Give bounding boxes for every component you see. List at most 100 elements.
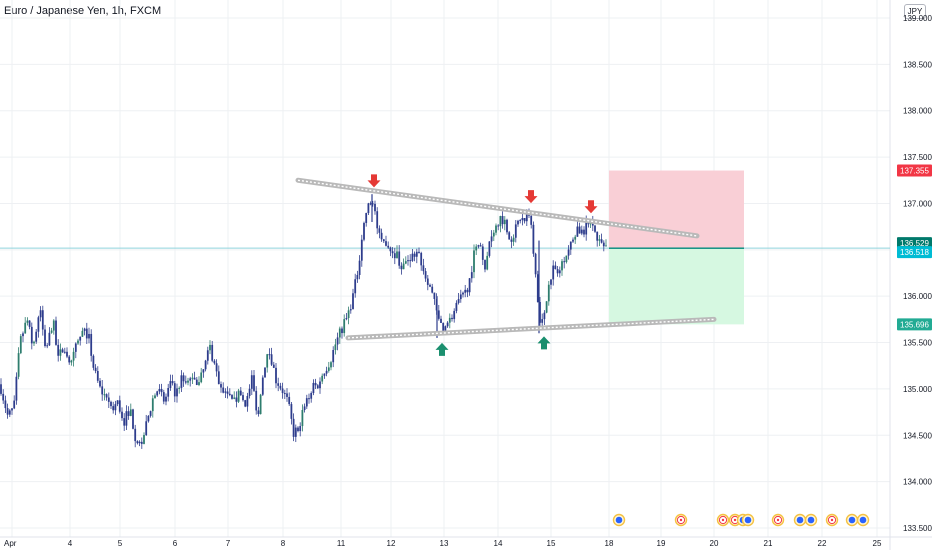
candle-body xyxy=(382,239,385,242)
candle-body xyxy=(48,332,51,346)
price-axis-label: 137.355 xyxy=(900,167,929,176)
news-event-icon[interactable] xyxy=(716,513,730,527)
candle-body xyxy=(191,377,194,379)
candle-body xyxy=(437,310,440,319)
candle-body xyxy=(33,341,35,344)
time-tick-label: 22 xyxy=(818,539,827,548)
candle-body xyxy=(55,320,57,345)
candle-body xyxy=(424,271,427,279)
candle-body xyxy=(303,406,306,411)
event-marker-core xyxy=(859,516,867,524)
candle-body xyxy=(103,394,106,396)
candle-body xyxy=(334,344,337,351)
candle-body xyxy=(567,249,570,256)
candle-body xyxy=(376,211,379,229)
candle-body xyxy=(204,360,207,370)
candle-body xyxy=(116,400,119,405)
candle-body xyxy=(182,375,185,382)
candle-body xyxy=(314,382,317,386)
candle-body xyxy=(99,380,101,387)
candle-body xyxy=(594,225,596,232)
economic-event-icon[interactable] xyxy=(612,513,626,527)
economic-event-icon[interactable] xyxy=(793,513,807,527)
candle-body xyxy=(473,250,475,273)
candle-body xyxy=(492,232,495,237)
arrow-down-icon xyxy=(584,200,598,214)
candle-body xyxy=(160,389,163,393)
candle-body xyxy=(426,278,429,285)
event-marker-dot xyxy=(733,518,737,522)
candle-body xyxy=(477,245,480,247)
news-event-icon[interactable] xyxy=(674,513,688,527)
economic-event-icon[interactable] xyxy=(845,513,859,527)
candle-body xyxy=(228,393,231,396)
price-axis-label: 136.518 xyxy=(900,248,929,257)
candle-body xyxy=(268,354,271,356)
candle-body xyxy=(316,385,319,389)
candle-body xyxy=(387,245,390,248)
time-tick-label: 8 xyxy=(281,539,286,548)
economic-event-icon[interactable] xyxy=(856,513,870,527)
candle-body xyxy=(576,226,579,237)
economic-event-icon[interactable] xyxy=(804,513,818,527)
candle-body xyxy=(96,371,99,381)
candle-body xyxy=(488,241,491,256)
price-tick-label: 135.000 xyxy=(903,385,932,394)
candle-body xyxy=(453,310,456,320)
candle-body xyxy=(547,284,550,302)
candle-body xyxy=(72,351,75,361)
candle-body xyxy=(129,409,132,416)
candle-body xyxy=(2,393,5,401)
candle-body xyxy=(261,377,264,395)
candle-body xyxy=(363,222,365,240)
price-tick-label: 137.000 xyxy=(903,199,932,208)
candle-body xyxy=(92,355,95,368)
candle-body xyxy=(110,401,112,407)
candle-body xyxy=(468,278,471,293)
price-tick-label: 137.500 xyxy=(903,153,932,162)
candle-body xyxy=(336,337,339,345)
candle-body xyxy=(123,418,126,426)
candle-body xyxy=(440,318,442,323)
news-event-icon[interactable] xyxy=(771,513,785,527)
candle-body xyxy=(235,397,238,402)
candle-body xyxy=(121,411,123,419)
candle-body xyxy=(583,229,585,235)
candle-body xyxy=(380,232,383,240)
candle-body xyxy=(239,390,242,396)
candle-body xyxy=(352,293,354,310)
news-event-icon[interactable] xyxy=(825,513,839,527)
candle-body xyxy=(446,322,449,327)
candle-body xyxy=(365,213,368,223)
candle-body xyxy=(59,349,62,356)
candle-body xyxy=(369,203,372,205)
economic-event-icon[interactable] xyxy=(741,513,755,527)
candle-body xyxy=(206,350,209,361)
support-trendline-dash xyxy=(347,318,715,339)
currency-badge[interactable]: JPY xyxy=(904,4,926,19)
candle-body xyxy=(162,392,165,402)
candle-body xyxy=(70,360,73,363)
candle-body xyxy=(156,391,159,396)
candle-body xyxy=(85,328,88,339)
candle-body xyxy=(233,397,236,399)
candle-body xyxy=(319,381,321,389)
candle-body xyxy=(294,427,297,437)
candle-body xyxy=(136,441,139,444)
candle-body xyxy=(226,391,229,394)
candle-body xyxy=(486,255,489,270)
candle-body xyxy=(30,326,33,344)
candle-body xyxy=(19,336,22,354)
candle-body xyxy=(459,294,462,300)
price-tick-label: 138.000 xyxy=(903,107,932,116)
candle-body xyxy=(578,226,581,234)
candle-body xyxy=(220,384,222,388)
candle-body xyxy=(215,363,218,372)
candle-body xyxy=(341,328,343,334)
candle-body xyxy=(63,351,66,353)
candle-body xyxy=(134,428,137,442)
event-marker-core xyxy=(807,516,815,524)
time-tick-label: 18 xyxy=(605,539,614,548)
